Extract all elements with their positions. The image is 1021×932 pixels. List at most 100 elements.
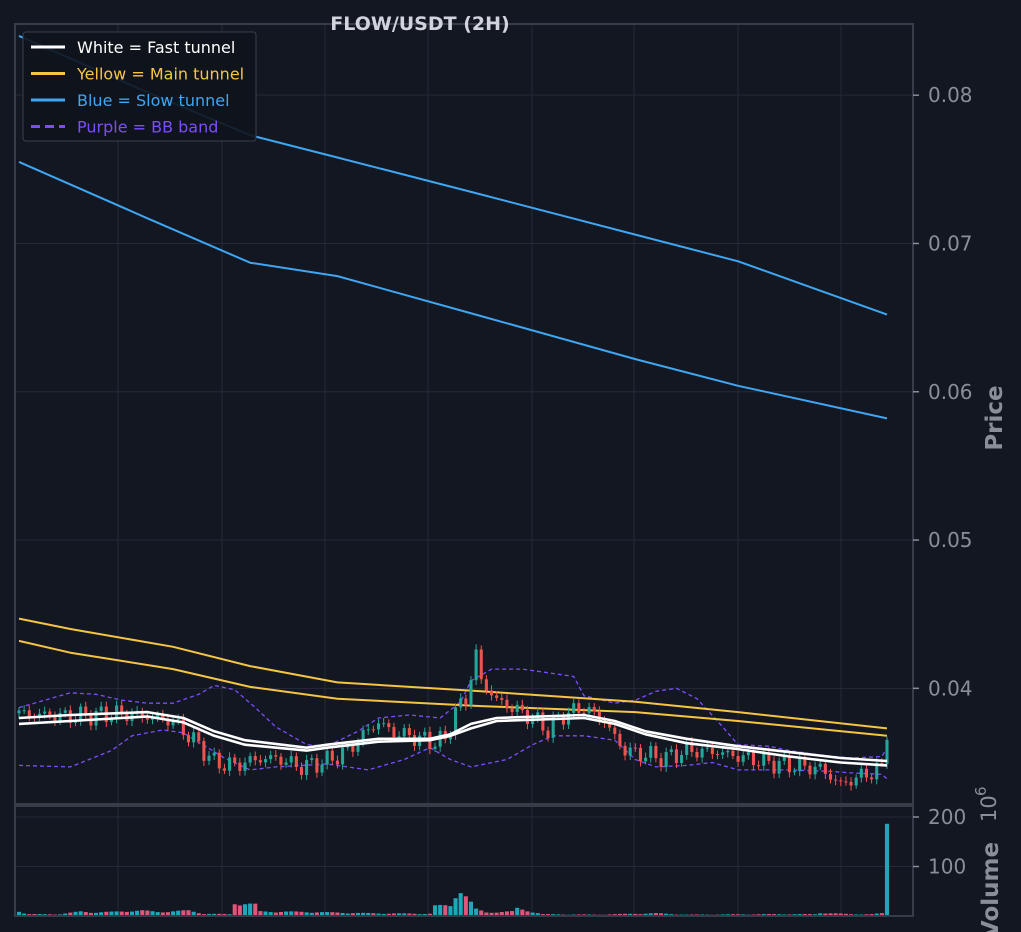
candle-body [715, 754, 720, 756]
volume-bar [463, 896, 468, 916]
candle-body [520, 704, 524, 711]
candle-body [176, 718, 180, 720]
candle-body [161, 714, 165, 719]
candle-body [541, 712, 545, 731]
volume-bar [381, 913, 386, 916]
candle-body [644, 757, 648, 762]
candle-body [459, 698, 463, 708]
candle-body [664, 752, 668, 767]
candle-body [371, 729, 375, 731]
volume-bar [222, 913, 227, 916]
volume-bar [63, 913, 68, 916]
candle-body [479, 649, 483, 680]
volume-bar [263, 911, 268, 916]
candle-body [597, 711, 601, 721]
volume-bar [432, 905, 438, 916]
candle-body [315, 758, 319, 773]
candle-body [325, 750, 329, 765]
candle-body [294, 756, 298, 767]
candle-body [500, 697, 504, 700]
volume-bar [78, 911, 83, 916]
volume-panel-frame [14, 805, 914, 917]
volume-bar [489, 912, 494, 916]
candle-body [515, 704, 519, 712]
candle-body [299, 766, 304, 775]
candle-body [505, 699, 509, 709]
candle-body [536, 712, 540, 718]
candle-body [382, 723, 386, 725]
volume-bar [438, 904, 443, 916]
candle-body [212, 752, 216, 756]
volume-bar [294, 911, 299, 916]
candle-body [680, 754, 684, 763]
price-tick-label: 0.07 [928, 231, 973, 255]
candle-body [782, 755, 786, 761]
candle-body [484, 679, 488, 691]
volume-bar [104, 911, 109, 916]
candle-body [258, 760, 262, 763]
price-panel-frame [14, 23, 914, 805]
candle-body [402, 728, 406, 737]
volume-bar [325, 912, 330, 916]
candle-body [171, 719, 175, 726]
candle-body [207, 755, 211, 761]
candle-body [289, 756, 293, 763]
candle-body [885, 739, 889, 764]
volume-bar [330, 912, 335, 916]
volume-bar [217, 913, 222, 916]
volume-bar [843, 913, 848, 916]
volume-bar [422, 913, 427, 916]
volume-bar [186, 910, 191, 916]
candle-body [628, 747, 632, 756]
candle-body [63, 710, 67, 713]
candle-body [279, 756, 283, 765]
volume-bar [242, 904, 248, 916]
volume-bar [83, 912, 88, 916]
volume-bar [314, 912, 319, 916]
candle-body [464, 698, 468, 706]
candle-body [561, 715, 565, 725]
main-tunnel [18, 617, 888, 737]
main-tunnel-upper [18, 617, 888, 730]
candle-body [546, 730, 550, 738]
volume-bar [109, 911, 114, 916]
candle-body [310, 758, 314, 760]
volume-bar [232, 904, 237, 916]
candle-body [433, 746, 437, 750]
volume-bar [520, 909, 525, 916]
volume-bar [258, 911, 263, 916]
legend-box [22, 31, 257, 142]
fast-tunnel-upper [18, 710, 888, 763]
volume-bar [823, 913, 828, 916]
volume-bar [340, 912, 345, 916]
volume-bar [99, 912, 104, 916]
candle-body [351, 745, 355, 752]
candle-body [43, 711, 47, 714]
volume-bar [504, 911, 509, 916]
candle-body [870, 777, 874, 780]
candle-body [253, 756, 257, 761]
candle-body [274, 755, 278, 757]
volume-bar [515, 907, 520, 916]
candle-body [361, 729, 365, 743]
volume-bar [191, 911, 196, 916]
volume-bar [304, 912, 309, 916]
price-tick-label: 0.05 [928, 528, 973, 552]
volume-bar [135, 910, 140, 916]
volume-bar [114, 911, 119, 916]
candle-body [726, 750, 730, 753]
axes-frame [14, 23, 914, 917]
candle-body [613, 727, 617, 734]
candle-body [140, 711, 144, 718]
volume-bar [628, 913, 633, 916]
candle-body [284, 762, 288, 765]
candle-body [649, 746, 653, 758]
candle-body [803, 758, 807, 766]
volume-bar [284, 911, 289, 916]
candle-body [587, 706, 591, 713]
volume-bar [155, 912, 160, 916]
volume-bar [664, 913, 669, 916]
volume-bar [525, 911, 530, 916]
candle-body [489, 690, 494, 696]
